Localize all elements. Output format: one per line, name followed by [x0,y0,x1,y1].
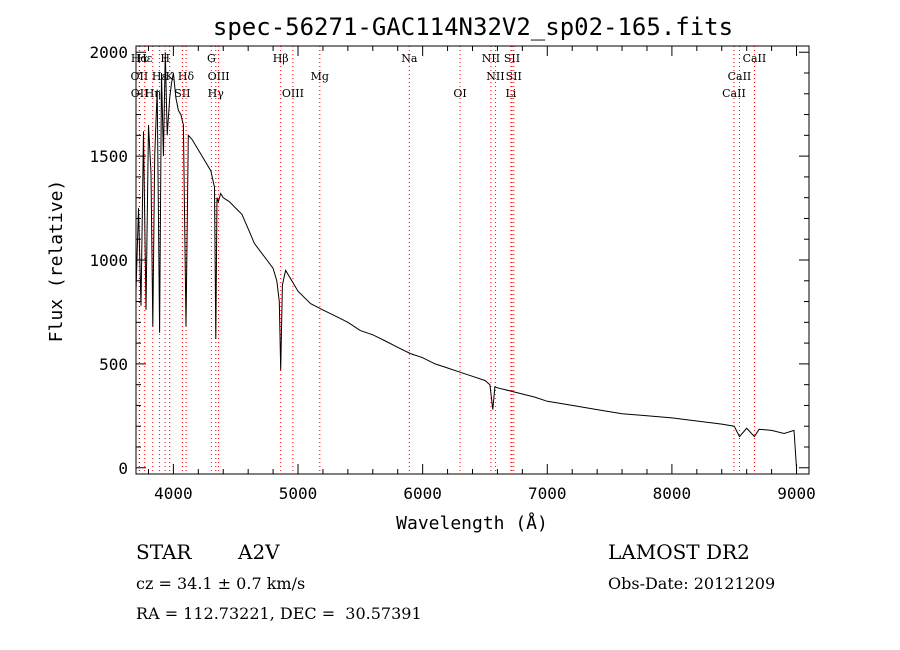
line-label-18: NII [482,52,500,65]
line-label-15: Mg [311,70,329,83]
y-tick-label: 1000 [89,251,128,270]
y-tick-label: 500 [99,355,128,374]
line-label-5: Hε [152,70,168,83]
observation-date: Obs-Date: 20121209 [608,574,776,593]
line-label-24: CaII [728,70,752,83]
line-label-17: OI [453,87,466,100]
line-label-23: CaII [722,87,746,100]
object-class: STAR [136,540,192,564]
x-axis-ticks: 4000 5000 6000 7000 8000 9000 [147,46,816,503]
line-label-21: SII [506,70,522,83]
line-label-25: CaII [743,52,767,65]
x-tick-label: 6000 [403,484,442,503]
object-subclass: A2V [238,540,280,564]
emission-line-markers [138,46,755,474]
line-label-1: OII [131,70,149,83]
redshift-cz: cz = 34.1 ± 0.7 km/s [136,574,306,593]
y-tick-label: 1500 [89,147,128,166]
line-label-12: Hγ [208,87,225,100]
line-label-4: Hη [145,87,161,100]
line-label-8: Hδ [178,70,195,83]
line-label-14: OIII [282,87,304,100]
line-label-22: Li [505,87,516,100]
x-axis-label: Wavelength (Å) [396,512,548,534]
x-tick-label: 7000 [528,484,567,503]
plot-frame [135,45,810,475]
chart-title: spec-56271-GAC114N32V2_sp02-165.fits [213,13,733,41]
y-axis-ticks: 0 500 1000 1500 2000 [89,43,809,478]
line-label-10: G [207,52,216,65]
line-label-11: OIII [208,70,230,83]
x-tick-label: 9000 [777,484,816,503]
line-label-19: NII [486,70,504,83]
x-tick-label: 4000 [154,484,193,503]
line-label-9: SII [174,87,190,100]
y-axis-label: Flux (relative) [46,180,67,343]
ra-dec-coordinates: RA = 112.73221, DEC = 30.57391 [136,604,422,623]
line-label-13: Hβ [273,52,289,65]
spectrum-line [135,52,797,468]
line-label-3: Hε [137,52,153,65]
line-label-0: Hα [131,52,149,65]
line-label-7: K [166,70,175,83]
y-tick-label: 2000 [89,43,128,62]
survey-name: LAMOST DR2 [608,540,750,564]
x-tick-label: 5000 [279,484,318,503]
line-label-16: Na [401,52,418,65]
line-label-20: SII [504,52,520,65]
y-tick-label: 0 [118,459,128,478]
x-tick-label: 8000 [653,484,692,503]
